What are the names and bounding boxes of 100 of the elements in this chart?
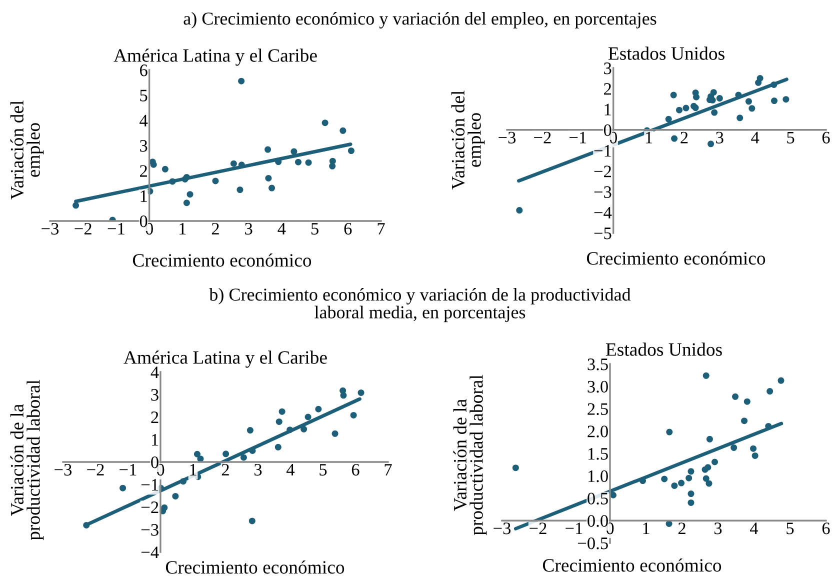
point	[315, 406, 322, 412]
y-tick-label: 1.5	[588, 448, 608, 460]
chart-title: Estados Unidos	[608, 46, 724, 60]
point	[706, 480, 712, 487]
y-tick-label: 1	[140, 190, 147, 202]
x-tick-label: 1	[646, 132, 652, 144]
point	[274, 444, 282, 450]
x-tick-label: −3	[42, 222, 59, 235]
point	[702, 475, 710, 482]
x-tick-label: −1	[108, 222, 124, 234]
x-tick-label: 2	[680, 132, 688, 144]
x-axis-title: Crecimiento económico	[542, 558, 722, 572]
point	[782, 96, 790, 103]
point	[766, 388, 774, 395]
point	[265, 174, 272, 182]
y-tick-label: −4	[594, 206, 612, 218]
x-axis-title: Crecimiento económico	[132, 253, 312, 267]
x-tick-label: 7	[378, 223, 385, 234]
point	[238, 78, 245, 84]
y-tick-label: −3	[594, 186, 612, 198]
x-tick-label: 1	[190, 464, 196, 476]
y-tick-label: 3	[604, 62, 612, 74]
point	[745, 98, 752, 105]
point	[732, 393, 739, 400]
y-tick-label: −2	[142, 502, 158, 514]
x-tick-label: 2	[678, 522, 686, 534]
point	[682, 104, 690, 112]
point	[264, 146, 272, 153]
point	[83, 522, 90, 528]
point	[305, 159, 312, 166]
y-tick-label: 3.5	[588, 358, 608, 370]
point	[678, 480, 685, 486]
x-tick-label: 4	[286, 464, 295, 476]
point	[246, 427, 254, 434]
point	[332, 430, 338, 437]
point	[304, 414, 312, 420]
point	[248, 518, 256, 524]
point	[162, 166, 168, 172]
y-tick-label: 4	[150, 366, 159, 378]
y-axis-title: Variación del empleo	[451, 90, 485, 190]
point	[752, 452, 758, 459]
y-tick-label: −1	[594, 145, 611, 157]
y-tick-label: −5	[594, 228, 612, 240]
x-tick-label: 3	[714, 522, 722, 534]
y-tick-label: −0.5	[578, 537, 608, 550]
point	[516, 207, 523, 214]
y-tick-label: 2	[604, 83, 611, 95]
point	[186, 191, 194, 198]
point	[329, 158, 336, 164]
chart-title: Estados Unidos	[606, 342, 722, 356]
x-tick-label: 5	[320, 464, 327, 476]
point	[756, 75, 764, 82]
x-tick-label: 7	[384, 464, 392, 476]
point	[294, 158, 302, 166]
point	[286, 426, 294, 434]
point	[358, 389, 364, 396]
x-tick-label: 4	[278, 223, 286, 234]
point	[268, 184, 276, 192]
x-tick-label: −1	[120, 464, 136, 476]
chart-title: América Latina y el Caribe	[124, 350, 327, 368]
point	[72, 202, 80, 209]
x-axis-title: Crecimiento económico	[586, 251, 766, 265]
point	[180, 478, 187, 485]
point	[276, 418, 282, 425]
y-tick-label: 2	[151, 412, 158, 424]
point	[712, 458, 718, 466]
point	[688, 468, 694, 475]
point	[716, 95, 723, 102]
y-axis-title: Variación de la productividad laboral	[453, 374, 487, 536]
y-axis-title: Variación de la productividad laboral	[10, 380, 44, 540]
point	[348, 148, 354, 154]
point	[711, 109, 718, 116]
y-tick-label: 3.0	[588, 380, 608, 393]
y-axis-title: Variación del empleo	[10, 100, 44, 200]
point	[230, 160, 237, 167]
y-tick-label: 2.5	[588, 403, 608, 416]
y-tick-label: 5	[140, 90, 148, 102]
text: b) Crecimiento económico y variación de la productividad laboral media, en porcentajes	[209, 288, 631, 322]
point	[172, 492, 179, 500]
point	[744, 398, 750, 405]
x-tick-label: −3	[54, 464, 72, 476]
x-tick-label: 3	[254, 464, 262, 476]
x-tick-label: 6	[822, 522, 830, 534]
point	[150, 161, 157, 168]
point	[169, 178, 176, 185]
point	[340, 392, 347, 399]
point	[240, 454, 247, 461]
point	[300, 426, 308, 432]
point	[120, 484, 126, 492]
y-tick-label: −1	[142, 479, 158, 491]
y-tick-label: −4	[142, 546, 159, 558]
y-tick-label: 2.0	[588, 426, 608, 438]
point	[661, 476, 668, 482]
x-tick-label: −3	[498, 132, 516, 144]
x-tick-label: 6	[822, 132, 830, 144]
point	[770, 98, 778, 104]
point	[704, 464, 712, 471]
x-tick-label: 2	[222, 464, 229, 476]
point	[688, 499, 694, 506]
point	[290, 148, 298, 155]
